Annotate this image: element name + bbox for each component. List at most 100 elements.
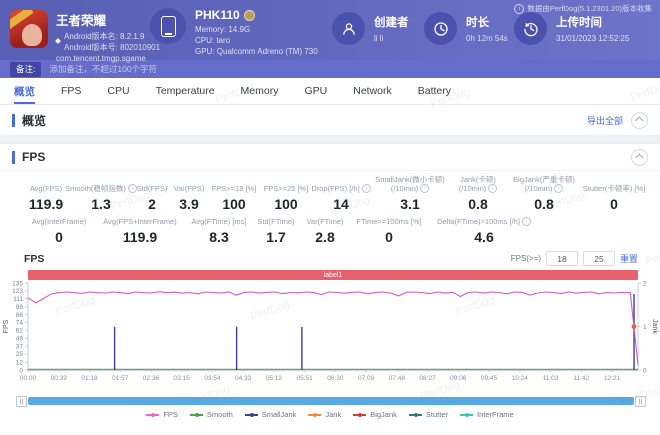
info-icon[interactable]: i xyxy=(420,184,430,193)
stat-cell: Std(FPS) 2 xyxy=(136,184,168,212)
svg-text:09:45: 09:45 xyxy=(481,375,498,382)
svg-text:01:18: 01:18 xyxy=(81,375,98,382)
svg-text:04:33: 04:33 xyxy=(235,375,252,382)
svg-text:05:51: 05:51 xyxy=(296,375,313,382)
upload-time-block: 上传时间 31/01/2023 12:52:25 xyxy=(514,12,629,45)
device-gpu: GPU: Qualcomm Adreno (TM) 730 xyxy=(195,47,318,56)
stat-cell: Drop(FPS) [/h] i 14 xyxy=(311,174,371,212)
stat-cell: Var(FTime) 2.8 xyxy=(306,217,344,245)
device-cpu: CPU: taro xyxy=(195,36,231,45)
legend-item-Stutter[interactable]: Stutter xyxy=(408,410,448,419)
fps-section-header: FPS xyxy=(0,144,660,171)
chevron-up-icon xyxy=(634,153,644,162)
scrollbar-track[interactable] xyxy=(28,397,634,405)
info-circle-icon: i xyxy=(514,3,525,14)
legend-item-FPS[interactable]: FPS xyxy=(146,410,178,419)
legend-item-InterFrame[interactable]: InterFrame xyxy=(460,410,514,419)
clock-icon xyxy=(424,12,457,45)
scrollbar-right-handle[interactable] xyxy=(635,395,646,407)
device-badge-icon xyxy=(243,9,255,21)
svg-text:135: 135 xyxy=(12,280,23,287)
fps-threshold-input-1[interactable] xyxy=(545,251,578,266)
note-input[interactable]: 添加备注，不超过100个字符 xyxy=(49,64,158,74)
legend-item-Smooth[interactable]: Smooth xyxy=(189,410,233,419)
fps-chart-header: FPS FPS(>=) 重置 xyxy=(0,245,660,268)
info-icon[interactable]: i xyxy=(521,217,531,226)
person-icon xyxy=(332,12,365,45)
info-icon[interactable]: i xyxy=(361,184,371,193)
report-header: i 数据由PerfDog(5.1.2301.20)版本收集 王者荣耀 Andro… xyxy=(0,0,660,63)
creator-value: li li xyxy=(374,34,384,43)
fps-chart-title: FPS xyxy=(24,252,45,265)
svg-text:12: 12 xyxy=(16,360,24,367)
stat-cell: Stutter(卡顿率) [%] 0 xyxy=(582,184,646,212)
app-version-name: Android版本名: 8.2.1.9 xyxy=(64,32,145,41)
svg-text:00:39: 00:39 xyxy=(51,375,68,382)
stat-value: 0.8 xyxy=(468,196,488,212)
svg-text:86: 86 xyxy=(16,312,24,319)
app-package: com.tencent.tmgp.sgame xyxy=(56,54,146,63)
stat-value: 0 xyxy=(55,229,63,245)
stat-value: 1.3 xyxy=(91,196,111,212)
stat-cell: SmallJank(微小卡顿) (/10min) i 3.1 xyxy=(375,175,445,212)
stat-value: 100 xyxy=(274,196,298,212)
svg-text:11:42: 11:42 xyxy=(573,375,589,382)
stat-value: 100 xyxy=(222,196,246,212)
svg-text:0: 0 xyxy=(19,367,23,374)
svg-text:Jank: Jank xyxy=(651,319,658,334)
fps-collapse-button[interactable] xyxy=(631,148,648,166)
chevron-up-icon xyxy=(634,116,644,125)
stat-cell: Std(FTime) 1.7 xyxy=(257,217,295,245)
stat-value: 119.9 xyxy=(122,229,158,245)
tab-GPU[interactable]: GPU xyxy=(304,85,328,97)
tab-Memory[interactable]: Memory xyxy=(240,85,279,97)
app-title: 王者荣耀 xyxy=(56,14,107,28)
reset-link[interactable]: 重置 xyxy=(619,254,638,264)
label1-band[interactable]: label1 xyxy=(28,270,638,280)
tab-概览[interactable]: 概览 xyxy=(14,78,35,104)
svg-text:11:03: 11:03 xyxy=(543,375,559,382)
phone-icon xyxy=(150,8,186,44)
stat-value: 2 xyxy=(148,196,156,212)
fps-title: FPS xyxy=(22,150,46,164)
svg-text:01:57: 01:57 xyxy=(112,375,129,382)
note-label: 备注: xyxy=(10,61,42,77)
svg-text:1: 1 xyxy=(643,324,647,331)
stat-cell: Avg(FPS+InterFrame) 119.9 xyxy=(103,217,177,245)
export-all-link[interactable]: 导出全部 xyxy=(586,115,623,126)
tab-Battery[interactable]: Battery xyxy=(417,85,452,97)
device-name: PHK110 xyxy=(195,8,240,22)
info-icon[interactable]: i xyxy=(554,184,564,193)
fps-threshold-input-2[interactable] xyxy=(582,251,615,266)
svg-text:09:06: 09:06 xyxy=(450,375,467,382)
tab-Network[interactable]: Network xyxy=(353,85,392,97)
svg-text:25: 25 xyxy=(16,351,24,358)
game-app-icon xyxy=(10,10,48,48)
stat-value: 14 xyxy=(333,196,349,212)
stat-cell: Var(FPS) 3.9 xyxy=(173,184,205,212)
legend-item-SmallJank[interactable]: SmallJank xyxy=(244,410,296,419)
legend-item-BigJank[interactable]: BigJank xyxy=(353,410,397,419)
svg-text:62: 62 xyxy=(16,327,24,334)
stat-cell: Avg(FTime) [ms] 8.3 xyxy=(191,217,247,245)
stat-value: 3.1 xyxy=(400,196,420,212)
legend-item-Jank[interactable]: Jank xyxy=(308,410,341,419)
info-icon[interactable]: i xyxy=(127,184,137,193)
tab-Temperature[interactable]: Temperature xyxy=(155,85,215,97)
svg-text:37: 37 xyxy=(16,343,24,350)
fps-threshold-label: FPS(>=) xyxy=(510,254,541,263)
tab-CPU[interactable]: CPU xyxy=(107,85,130,97)
overview-collapse-button[interactable] xyxy=(631,111,648,129)
stat-cell: FTime>=100ms [%] 0 xyxy=(356,217,422,245)
tab-FPS[interactable]: FPS xyxy=(61,85,82,97)
section-accent-bar xyxy=(12,113,15,127)
bullet-icon xyxy=(55,38,61,44)
svg-text:2: 2 xyxy=(643,280,647,287)
info-icon[interactable]: i xyxy=(488,184,498,193)
stat-cell: Delta(FTime)>100ms [/h] i 4.6 xyxy=(428,216,540,245)
stat-cell: Jank(卡顿) (/10min) i 0.8 xyxy=(458,175,498,212)
scrollbar-left-handle[interactable] xyxy=(16,395,27,407)
stat-value: 8.3 xyxy=(209,229,229,245)
